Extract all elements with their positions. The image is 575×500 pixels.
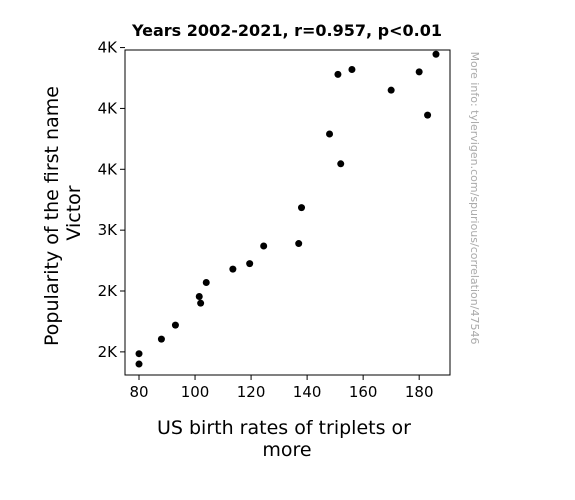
y-tick-label: 3K <box>98 221 119 239</box>
data-point <box>202 278 210 286</box>
data-point <box>157 335 165 343</box>
x-axis-label: US birth rates of triplets or more <box>157 417 417 461</box>
x-tick-label: 120 <box>237 383 266 401</box>
watermark: More info: tylervigen.com/spurious/corre… <box>468 52 481 345</box>
data-point <box>171 321 179 329</box>
x-tick-label: 80 <box>129 383 148 401</box>
y-axis: 2K 2K 3K 4K 4K 4K <box>98 39 125 361</box>
data-point <box>424 111 432 119</box>
x-tick-label: 140 <box>293 383 322 401</box>
data-point <box>295 240 303 248</box>
data-point <box>246 260 254 268</box>
y-axis-label: Popularity of the first name Victor <box>41 80 85 346</box>
data-point <box>229 265 237 273</box>
y-axis-label-line-2: Victor <box>63 185 85 240</box>
x-tick-label: 180 <box>405 383 434 401</box>
data-points <box>135 50 440 368</box>
y-tick-label: 2K <box>98 282 119 300</box>
data-point <box>298 204 306 212</box>
data-point <box>197 299 205 307</box>
x-tick-label: 160 <box>349 383 378 401</box>
data-point <box>260 242 268 250</box>
y-axis-label-line-1: Popularity of the first name <box>41 86 63 346</box>
data-point <box>415 68 423 76</box>
data-point <box>135 350 143 358</box>
plot-area <box>124 49 451 376</box>
x-axis-label-line-2: more <box>262 439 311 461</box>
data-point <box>195 292 203 300</box>
x-axis-label-line-1: US birth rates of triplets or <box>157 417 411 439</box>
chart-title: Years 2002-2021, r=0.957, p<0.01 <box>131 21 442 40</box>
x-tick-label: 100 <box>181 383 210 401</box>
data-point <box>334 70 342 78</box>
data-point <box>432 50 440 58</box>
data-point <box>387 86 395 94</box>
x-axis: 80 100 120 140 160 180 <box>129 375 434 401</box>
y-tick-label: 4K <box>98 39 119 57</box>
data-point <box>337 160 345 168</box>
y-tick-label: 4K <box>98 99 119 117</box>
data-point <box>326 130 334 138</box>
data-point <box>135 360 143 368</box>
data-point <box>348 65 356 73</box>
y-tick-label: 2K <box>98 343 119 361</box>
y-tick-label: 4K <box>98 160 119 178</box>
